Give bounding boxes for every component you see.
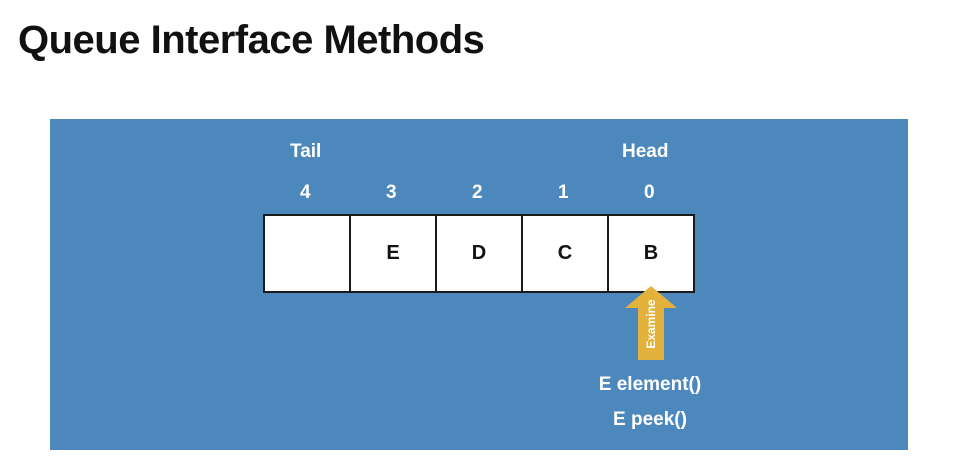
index-label-0: 0 [644, 182, 655, 203]
index-label-1: 1 [558, 182, 569, 203]
index-label-2: 2 [472, 182, 483, 203]
index-label-3: 3 [386, 182, 397, 203]
tail-label: Tail [290, 141, 322, 162]
queue-cell-1: C [523, 216, 609, 291]
queue-array: E D C B [263, 214, 695, 293]
examine-arrow-icon [625, 286, 677, 360]
head-label: Head [622, 141, 669, 162]
queue-cell-4 [265, 216, 351, 291]
queue-cell-0: B [609, 216, 693, 291]
method-element: E element() [598, 374, 702, 395]
diagram-panel: Tail Head 4 3 2 1 0 E D C B Examine E el… [50, 119, 908, 450]
index-label-4: 4 [300, 182, 311, 203]
queue-cell-3: E [351, 216, 437, 291]
method-peek: E peek() [613, 409, 687, 430]
queue-cell-2: D [437, 216, 523, 291]
page-title: Queue Interface Methods [18, 18, 485, 62]
examine-label: Examine [644, 299, 658, 349]
